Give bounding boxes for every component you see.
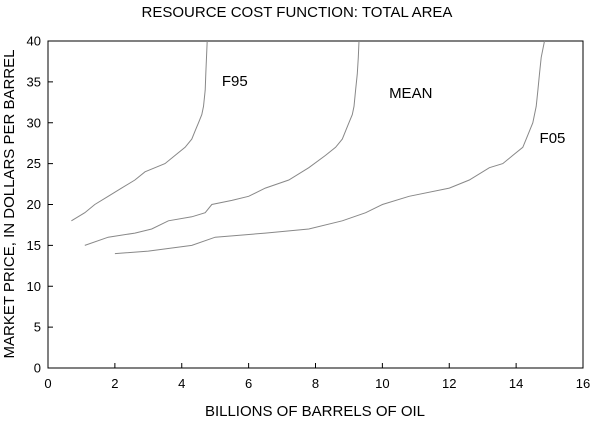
series-line-f95 xyxy=(71,40,208,222)
y-tick-label: 5 xyxy=(34,320,41,335)
y-tick-label: 25 xyxy=(27,156,41,171)
series-lines xyxy=(71,40,545,255)
axis-ticks: 0 2 4 6 8 10 12 14 16 0 5 10 15 20 25 30 35 40 xyxy=(27,34,591,392)
x-tick-label: 16 xyxy=(576,376,590,391)
chart-title: RESOURCE COST FUNCTION: TOTAL AREA xyxy=(142,4,453,21)
y-tick-label: 30 xyxy=(27,115,41,130)
plot-frame xyxy=(47,40,584,369)
y-tick-label: 15 xyxy=(27,238,41,253)
y-tick-label: 20 xyxy=(27,197,41,212)
x-tick-label: 8 xyxy=(312,376,319,391)
x-tick-label: 6 xyxy=(245,376,252,391)
x-axis-label: BILLIONS OF BARRELS OF OIL xyxy=(205,403,425,420)
x-tick-label: 2 xyxy=(111,376,118,391)
y-tick-label: 35 xyxy=(27,74,41,89)
series-line-f05 xyxy=(114,40,545,255)
series-label-mean: MEAN xyxy=(389,85,432,102)
series-line-mean xyxy=(84,40,360,246)
y-axis-label: MARKET PRICE, IN DOLLARS PER BARREL xyxy=(1,50,18,359)
y-tick-label: 10 xyxy=(27,279,41,294)
series-label-f95: F95 xyxy=(222,73,248,90)
x-tick-label: 10 xyxy=(375,376,389,391)
y-tick-label: 40 xyxy=(27,34,41,49)
y-tick-label: 0 xyxy=(34,361,41,376)
x-tick-label: 4 xyxy=(178,376,185,391)
x-tick-label: 14 xyxy=(509,376,523,391)
x-tick-label: 12 xyxy=(442,376,456,391)
series-labels: F95 MEAN F05 xyxy=(222,73,566,147)
series-label-f05: F05 xyxy=(540,130,566,147)
x-tick-label: 0 xyxy=(44,376,51,391)
